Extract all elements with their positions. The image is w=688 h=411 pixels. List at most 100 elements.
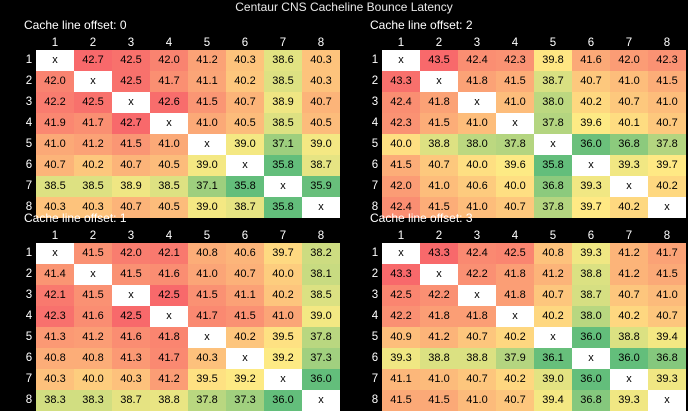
row-header: 5: [371, 138, 379, 150]
heatmap-cell: 40.7: [648, 113, 686, 134]
row-header: 2: [371, 75, 379, 87]
row-header: 8: [25, 394, 33, 406]
heatmap-cell: 36.8: [610, 134, 648, 155]
heatmap-cell: 40.7: [302, 92, 340, 113]
row-header: 1: [371, 247, 379, 259]
diagonal-cell: x: [188, 327, 226, 348]
heatmap-cell: 42.7: [112, 113, 150, 134]
heatmap-cell: 40.3: [302, 71, 340, 92]
heatmap-cell: 41.8: [420, 306, 458, 327]
row-header: 8: [371, 201, 379, 213]
column-header: 8: [663, 37, 671, 49]
heatmap-cell: 40.0: [264, 264, 302, 285]
column-header: 2: [89, 37, 97, 49]
heatmap-cell: 41.5: [112, 264, 150, 285]
diagonal-cell: x: [264, 176, 302, 197]
heatmap-cell: 41.5: [496, 71, 534, 92]
heatmap-cell: 39.0: [188, 197, 226, 218]
heatmap-cell: 41.2: [610, 264, 648, 285]
heatmap-cell: 35.8: [264, 155, 302, 176]
heatmap-cell: 38.6: [264, 50, 302, 71]
chart-title: Centaur CNS Cacheline Bounce Latency: [235, 0, 453, 14]
row-header: 8: [25, 201, 33, 213]
heatmap-cell: 36.8: [572, 390, 610, 411]
heatmap-cell: 42.5: [496, 243, 534, 264]
heatmap-cell: 41.5: [112, 134, 150, 155]
diagonal-cell: x: [534, 134, 572, 155]
heatmap-cell: 37.8: [534, 197, 572, 218]
heatmap-cell: 38.0: [458, 134, 496, 155]
heatmap-cell: 42.0: [610, 50, 648, 71]
diagonal-cell: x: [458, 285, 496, 306]
diagonal-cell: x: [112, 92, 150, 113]
heatmap-cell: 42.0: [150, 50, 188, 71]
diagonal-cell: x: [572, 155, 610, 176]
heatmap-cell: 42.5: [112, 71, 150, 92]
column-header: 6: [241, 230, 249, 242]
heatmap-cell: 40.7: [610, 92, 648, 113]
heatmap-cell: 40.0: [382, 134, 420, 155]
diagonal-cell: x: [188, 134, 226, 155]
row-header: 4: [371, 310, 379, 322]
heatmap-cell: 40.7: [36, 155, 74, 176]
heatmap-cell: 37.9: [496, 348, 534, 369]
heatmap-cell: 38.7: [226, 197, 264, 218]
heatmap-cell: 41.0: [610, 71, 648, 92]
heatmap-cell: 41.2: [188, 50, 226, 71]
heatmap-cell: 41.5: [188, 285, 226, 306]
heatmap-cell: 41.5: [226, 306, 264, 327]
heatmap-cell: 39.3: [572, 243, 610, 264]
heatmap-cell: 41.5: [74, 243, 112, 264]
diagonal-cell: x: [74, 264, 112, 285]
heatmap-cell: 38.7: [534, 71, 572, 92]
heatmap-cell: 42.3: [36, 306, 74, 327]
heatmap-cell: 42.0: [36, 71, 74, 92]
heatmap-cell: 41.5: [648, 71, 686, 92]
heatmap-cell: 40.5: [150, 197, 188, 218]
diagonal-cell: x: [36, 50, 74, 71]
heatmap-cell: 40.3: [74, 197, 112, 218]
heatmap-cell: 41.2: [534, 264, 572, 285]
heatmap-cell: 38.8: [150, 390, 188, 411]
heatmap-cell: 40.3: [112, 369, 150, 390]
heatmap-cell: 42.1: [36, 285, 74, 306]
heatmap-cell: 42.5: [382, 285, 420, 306]
column-header: 8: [663, 230, 671, 242]
heatmap-cell: 38.5: [302, 285, 340, 306]
heatmap-cell: 39.3: [382, 348, 420, 369]
row-header: 6: [25, 352, 33, 364]
heatmap-cell: 39.7: [264, 243, 302, 264]
column-header: 5: [203, 37, 211, 49]
heatmap-cell: 38.2: [302, 243, 340, 264]
heatmap-cell: 35.9: [302, 176, 340, 197]
heatmap-cell: 35.8: [226, 176, 264, 197]
column-header: 3: [127, 230, 135, 242]
heatmap-cell: 40.7: [112, 197, 150, 218]
heatmap-cell: 38.8: [572, 264, 610, 285]
row-header: 2: [371, 268, 379, 280]
row-header: 5: [25, 331, 33, 343]
heatmap-cell: 38.5: [36, 176, 74, 197]
heatmap-cell: 38.1: [302, 264, 340, 285]
heatmap-cell: 41.6: [112, 327, 150, 348]
heatmap-cell: 41.0: [36, 134, 74, 155]
heatmap-cell: 39.3: [572, 176, 610, 197]
column-header: 7: [279, 230, 287, 242]
column-header: 2: [89, 230, 97, 242]
heatmap-cell: 39.3: [610, 155, 648, 176]
heatmap-cell: 43.3: [382, 71, 420, 92]
heatmap-cell: 41.7: [188, 306, 226, 327]
heatmap-cell: 41.1: [226, 285, 264, 306]
diagonal-cell: x: [420, 71, 458, 92]
heatmap-cell: 38.8: [420, 134, 458, 155]
heatmap-cell: 42.1: [150, 243, 188, 264]
heatmap-cell: 42.0: [382, 176, 420, 197]
heatmap-cell: 41.0: [458, 390, 496, 411]
row-header: 6: [371, 159, 379, 171]
diagonal-cell: x: [458, 92, 496, 113]
heatmap-cell: 40.6: [226, 243, 264, 264]
heatmap-cell: 41.3: [112, 348, 150, 369]
row-header: 5: [371, 331, 379, 343]
heatmap-cell: 41.5: [420, 390, 458, 411]
diagonal-cell: x: [572, 348, 610, 369]
